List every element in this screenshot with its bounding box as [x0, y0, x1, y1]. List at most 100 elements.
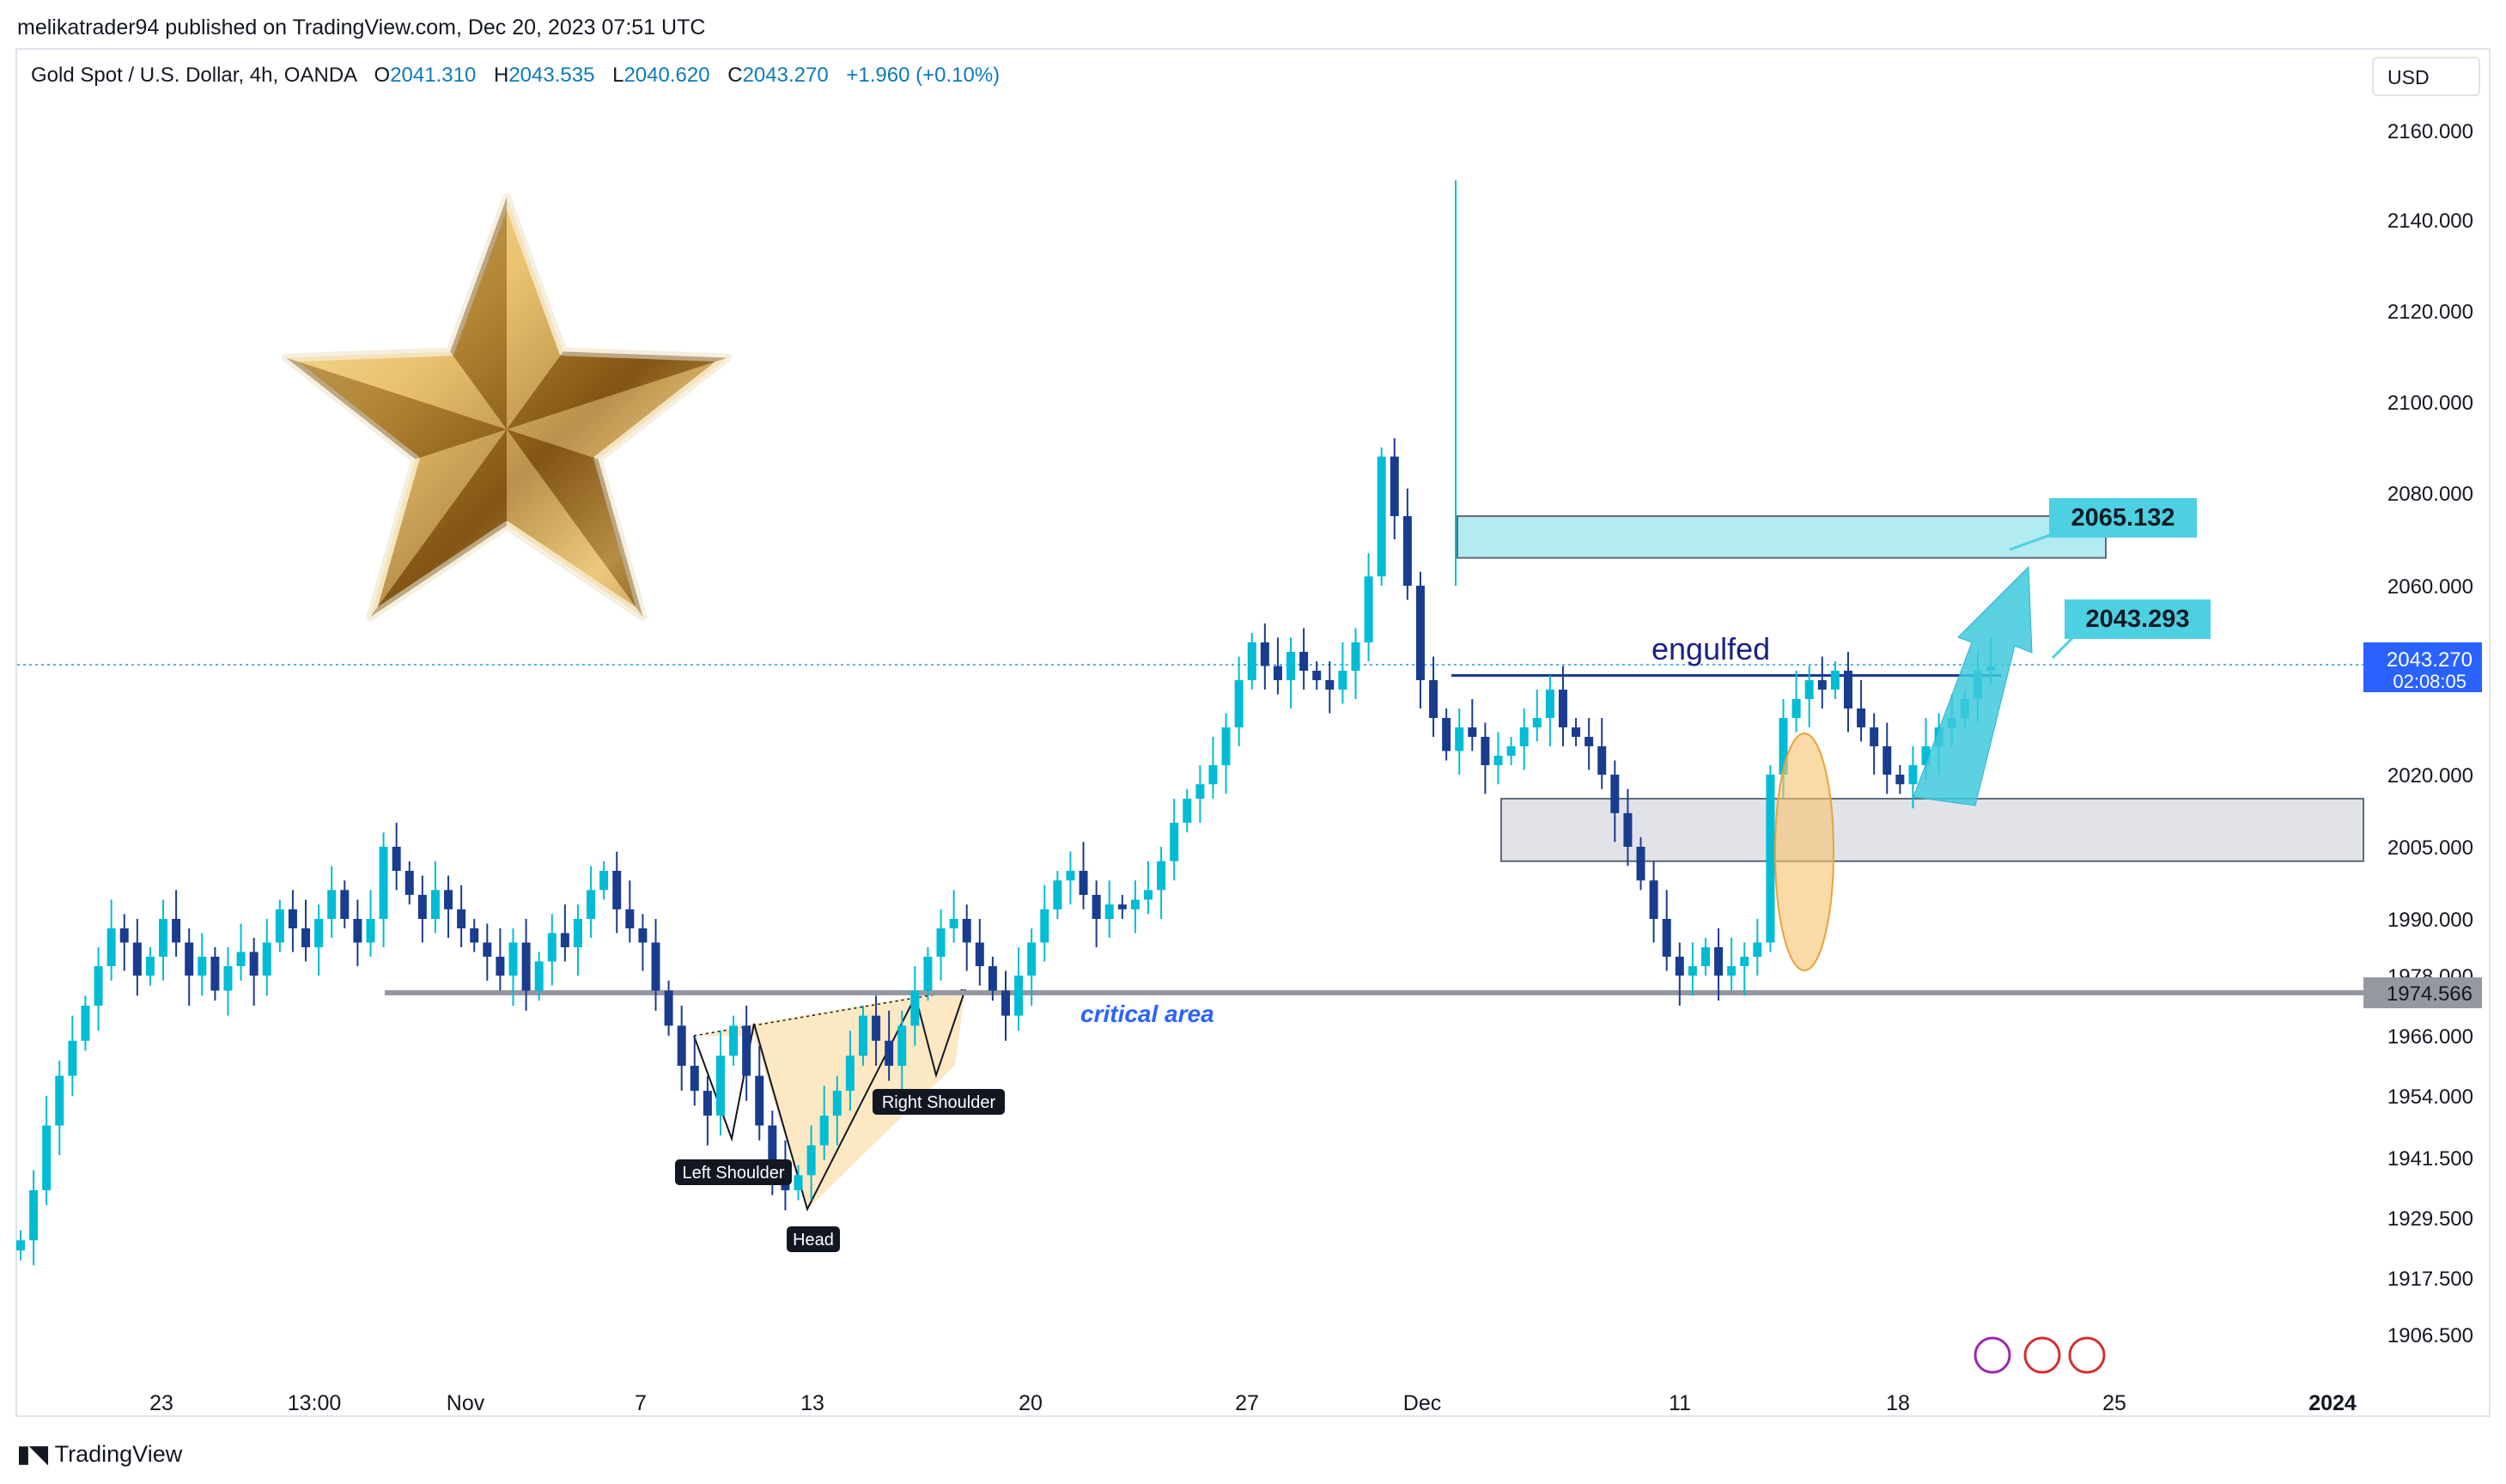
candle-body	[1649, 880, 1658, 919]
candle-body	[1351, 642, 1360, 671]
y-tick-label: 2140.000	[2387, 210, 2473, 233]
y-tick-label: 1966.000	[2387, 1025, 2473, 1049]
candle-body	[1092, 895, 1101, 919]
candle-body	[496, 957, 505, 976]
candle-body	[1481, 737, 1490, 765]
candle-body	[962, 919, 971, 943]
candle-body	[262, 942, 271, 976]
candle-body	[1286, 652, 1296, 680]
x-tick-label: Dec	[1403, 1391, 1441, 1415]
candle-body	[1532, 718, 1542, 727]
candle-body	[1402, 516, 1412, 586]
close-value: 2043.270	[742, 64, 829, 87]
candle-body	[1857, 709, 1866, 727]
candle-body	[1104, 904, 1114, 919]
candle-body	[1779, 718, 1788, 775]
candle-body	[845, 1055, 855, 1092]
candle-body	[560, 933, 569, 947]
candle-body	[638, 928, 648, 943]
countdown-label: 02:08:05	[2393, 671, 2466, 692]
candle-body	[1662, 919, 1671, 957]
head-label: Head	[793, 1231, 834, 1250]
candle-body	[1299, 652, 1309, 671]
candle-body	[1208, 765, 1218, 785]
supply-zone	[1457, 515, 2107, 559]
critical-price-label: 1974.566	[2387, 982, 2473, 1006]
y-tick-label: 1906.500	[2387, 1324, 2473, 1347]
left-shoulder-label: Left Shoulder	[683, 1164, 785, 1183]
candle-body	[353, 919, 362, 943]
candle-body	[534, 961, 544, 991]
candle-body	[1273, 666, 1282, 680]
right-shoulder-label-box	[873, 1089, 1005, 1115]
candle-body	[42, 1125, 52, 1190]
y-tick-label: 2120.000	[2387, 301, 2473, 324]
engulfing-ellipse	[1774, 733, 1834, 971]
candle-body	[832, 1091, 842, 1116]
candle-body	[236, 952, 246, 966]
candle-body	[1390, 456, 1399, 516]
candle-body	[172, 919, 181, 943]
candle-body	[573, 919, 582, 947]
candle-body	[1117, 904, 1127, 909]
y-tick-label: 2080.000	[2387, 483, 2473, 506]
candle-body	[1144, 890, 1153, 900]
candle-body	[1908, 765, 1918, 785]
currency-button[interactable]: USD	[2372, 57, 2480, 96]
candle-body	[1260, 642, 1269, 666]
candle-body	[55, 1075, 64, 1126]
candle-body	[612, 871, 622, 909]
candle-body	[1700, 947, 1710, 966]
candle-body	[1714, 947, 1724, 976]
candle-body	[1027, 942, 1037, 976]
star-facet	[370, 429, 507, 617]
candle-body	[223, 966, 233, 991]
critical-area-label: critical area	[1080, 1000, 1214, 1027]
open-label: O	[374, 64, 391, 87]
low-label: L	[612, 64, 624, 87]
y-tick-label: 2100.000	[2387, 392, 2473, 415]
critical-price-tag	[2363, 977, 2482, 1009]
star-icon	[282, 193, 732, 622]
candle-body	[483, 942, 492, 957]
candle-body	[885, 1040, 894, 1066]
candle-body	[729, 1025, 739, 1056]
target-2-label: 2043.293	[2086, 605, 2190, 633]
candle-body	[1221, 727, 1231, 765]
event-icon	[1974, 1336, 2011, 1374]
candle-body	[768, 1125, 777, 1165]
candle-body	[1325, 680, 1335, 690]
candle-body	[301, 928, 311, 947]
symbol-name[interactable]: Gold Spot / U.S. Dollar, 4h, OANDA	[31, 64, 356, 87]
candle-body	[677, 1025, 686, 1066]
pattern-outline	[693, 988, 966, 1212]
candle-body	[1597, 746, 1607, 775]
target-1-box	[2049, 498, 2197, 538]
candle-body	[1636, 847, 1645, 881]
candle-body	[81, 1006, 90, 1041]
candle-body	[68, 1040, 77, 1076]
candle-body	[1753, 942, 1762, 957]
candle-body	[1895, 775, 1905, 785]
candle-body	[457, 909, 466, 928]
candle-body	[742, 1025, 751, 1076]
candle-body	[106, 928, 116, 966]
candle-body	[94, 966, 103, 1006]
candle-body	[1183, 799, 1192, 823]
x-tick-label: Nov	[447, 1391, 485, 1415]
candle-body	[1558, 690, 1567, 727]
candle-body	[1804, 680, 1814, 699]
candle-body	[988, 966, 997, 991]
x-tick-label: 20	[1019, 1391, 1043, 1415]
candle-body	[1014, 976, 1024, 1016]
tradingview-icon: ▮◥	[17, 1441, 48, 1467]
candle-body	[1040, 909, 1049, 943]
close-label: C	[727, 64, 743, 87]
candle-body	[1545, 690, 1554, 718]
star-facet	[286, 351, 507, 429]
candle-body	[1791, 699, 1801, 718]
candle-body	[1610, 775, 1620, 813]
candle-body	[392, 847, 401, 871]
tradingview-logo[interactable]: ▮◥ TradingView	[17, 1441, 182, 1468]
